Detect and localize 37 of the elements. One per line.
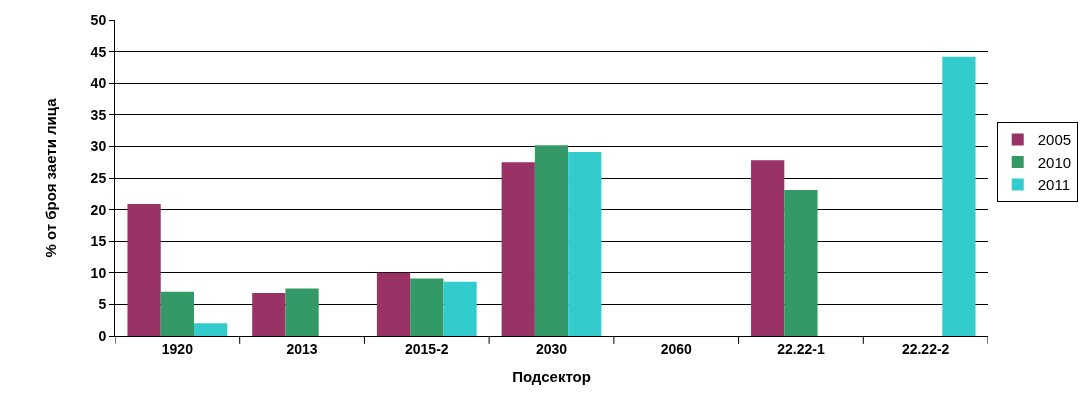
y-tick-label: 20: [90, 201, 107, 218]
legend-label: 2010: [1037, 153, 1072, 171]
x-tick-label: 2030: [535, 340, 568, 357]
bar: [534, 145, 569, 336]
x-axis-title: Подсектор: [512, 367, 591, 385]
legend-label: 2005: [1037, 131, 1072, 149]
bar: [410, 278, 444, 336]
bar: [784, 190, 818, 336]
bar: [193, 323, 228, 336]
legend-label: 2011: [1037, 176, 1070, 194]
x-tick-label: 22.22-1: [777, 340, 825, 357]
bar: [376, 272, 411, 336]
y-tick-label: 5: [98, 296, 107, 313]
y-tick-label: 35: [90, 106, 107, 123]
bar: [568, 152, 602, 336]
y-tick-label: 0: [98, 327, 107, 344]
y-tick-label: 40: [90, 75, 107, 92]
x-tick-label: 1920: [161, 340, 194, 357]
bar: [160, 291, 194, 336]
bar: [127, 203, 161, 336]
y-tick-label: 15: [90, 233, 107, 250]
bar: [751, 160, 785, 336]
y-tick-label: 30: [90, 138, 107, 155]
bar: [285, 288, 319, 336]
x-tick-label: 2015-2: [404, 340, 449, 357]
y-tick-label: 50: [90, 11, 107, 28]
bar: [443, 281, 477, 336]
x-tick-label: 2060: [660, 340, 692, 357]
bar: [942, 56, 976, 336]
y-axis-title: % от броя заети лица: [41, 97, 59, 258]
bar: [252, 293, 286, 336]
y-tick-label: 45: [90, 43, 107, 60]
bar: [501, 162, 535, 336]
x-tick-label: 22.22-2: [901, 340, 950, 357]
x-tick-label: 2013: [286, 340, 318, 357]
y-tick-label: 25: [90, 169, 107, 186]
y-tick-label: 10: [90, 264, 107, 281]
